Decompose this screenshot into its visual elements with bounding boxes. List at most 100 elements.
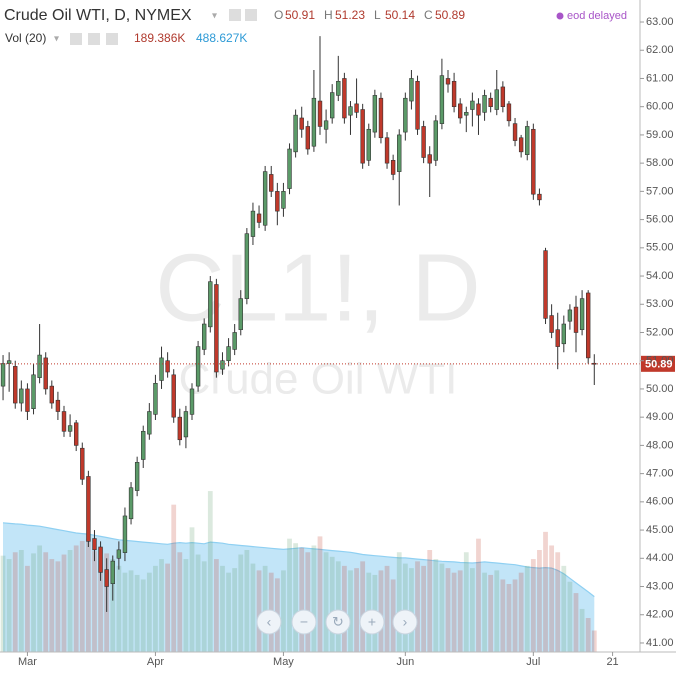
candle-body bbox=[98, 546, 103, 573]
volume-bar bbox=[49, 559, 55, 652]
candle-body bbox=[433, 120, 438, 161]
volume-bar bbox=[585, 618, 591, 652]
settings-button[interactable] bbox=[229, 9, 241, 21]
candle-body bbox=[561, 323, 566, 345]
candle-body bbox=[488, 97, 493, 107]
scroll-left-button[interactable] bbox=[256, 609, 282, 635]
candle-body bbox=[354, 103, 359, 113]
volume-bar bbox=[287, 538, 292, 652]
volume-bar bbox=[451, 572, 457, 652]
volume-bar bbox=[31, 553, 36, 652]
volume-bar bbox=[482, 572, 487, 652]
y-tick-label: 50.00 bbox=[646, 383, 674, 395]
scroll-right-button[interactable] bbox=[392, 609, 418, 635]
candle-body bbox=[141, 430, 146, 460]
y-tick-label: 53.00 bbox=[646, 298, 674, 310]
y-tick-label: 51.00 bbox=[646, 355, 674, 367]
volume-bar bbox=[354, 568, 359, 652]
candle-body bbox=[305, 126, 310, 150]
volume-bar bbox=[55, 561, 61, 652]
candle-body bbox=[43, 357, 48, 390]
x-tick-label: May bbox=[273, 656, 294, 668]
candle-body bbox=[55, 399, 61, 412]
candle-body bbox=[421, 126, 426, 158]
volume-bar bbox=[110, 559, 116, 652]
volume-bar bbox=[85, 538, 91, 652]
ohlc-value: 50.91 bbox=[285, 8, 315, 22]
zoom-in-button[interactable] bbox=[359, 609, 385, 635]
x-tick-label: 21 bbox=[606, 656, 618, 668]
candle-body bbox=[360, 109, 365, 164]
settings-button[interactable] bbox=[70, 33, 82, 45]
volume-bar bbox=[543, 531, 548, 652]
volume-bar bbox=[189, 527, 195, 652]
volume-bar bbox=[518, 572, 524, 652]
volume-bar bbox=[409, 568, 414, 652]
candle-body bbox=[269, 174, 274, 192]
volume-bar bbox=[506, 584, 512, 652]
volume-bar bbox=[445, 568, 451, 652]
candle-body bbox=[342, 78, 347, 119]
volume-bar bbox=[183, 559, 189, 652]
ohlc-value: 51.23 bbox=[335, 8, 365, 22]
menu-arrow[interactable]: ▾ bbox=[54, 34, 59, 45]
y-tick-label: 45.00 bbox=[646, 524, 674, 536]
status-dot bbox=[556, 12, 564, 20]
volume-bar bbox=[500, 579, 506, 652]
candle-body bbox=[439, 75, 445, 124]
reset-button[interactable] bbox=[325, 609, 351, 635]
volume-bar bbox=[43, 552, 49, 652]
volume-bar bbox=[0, 555, 6, 652]
volume-bar bbox=[421, 565, 427, 652]
volume-bar bbox=[591, 630, 597, 652]
volume-bar bbox=[439, 563, 445, 652]
settings-button[interactable] bbox=[245, 9, 257, 21]
x-tick-label: Apr bbox=[147, 656, 164, 668]
candle-body bbox=[506, 103, 512, 122]
volume-bar bbox=[323, 552, 329, 652]
volume-bar bbox=[171, 504, 177, 652]
volume-bar bbox=[555, 552, 561, 652]
volume-bar bbox=[281, 570, 286, 652]
candle-body bbox=[451, 80, 457, 107]
volume-bar bbox=[378, 570, 384, 652]
settings-button[interactable] bbox=[88, 33, 100, 45]
volume-bar bbox=[98, 547, 103, 652]
candle-body bbox=[171, 374, 176, 418]
volume-bar bbox=[311, 545, 317, 652]
status: eod delayed bbox=[567, 10, 627, 22]
candle-body bbox=[86, 476, 91, 542]
volume-bar bbox=[561, 565, 567, 652]
ohlc-label: C bbox=[424, 8, 433, 22]
ohlc-value: 50.14 bbox=[385, 8, 415, 22]
volume-bar bbox=[244, 550, 250, 652]
volume-bar bbox=[463, 552, 469, 652]
candle-body bbox=[214, 284, 219, 373]
candle-body bbox=[323, 120, 329, 130]
candle-body bbox=[317, 100, 323, 127]
candle-body bbox=[293, 114, 298, 153]
icon: − bbox=[300, 614, 308, 630]
candle-body bbox=[549, 315, 554, 333]
menu-arrow[interactable]: ▾ bbox=[212, 11, 217, 22]
close-button[interactable] bbox=[106, 33, 118, 45]
candle-body bbox=[458, 103, 463, 119]
candle-body bbox=[25, 388, 30, 412]
candle-body bbox=[311, 97, 317, 147]
candle-body bbox=[494, 89, 499, 110]
candle-body bbox=[366, 128, 371, 161]
volume-bar bbox=[329, 556, 335, 652]
candle-body bbox=[525, 126, 530, 155]
volume-bar bbox=[293, 543, 299, 652]
icon: ‹ bbox=[267, 614, 272, 630]
volume-bar bbox=[213, 559, 219, 652]
candle-body bbox=[415, 80, 420, 130]
candle-body bbox=[482, 95, 487, 113]
volume-ma-area bbox=[3, 522, 595, 652]
volume-bar bbox=[488, 574, 494, 652]
candle-body bbox=[403, 97, 408, 133]
candle-body bbox=[586, 292, 591, 359]
volume-bar bbox=[195, 554, 201, 652]
zoom-out-button[interactable] bbox=[291, 609, 317, 635]
candle-body bbox=[445, 78, 451, 85]
